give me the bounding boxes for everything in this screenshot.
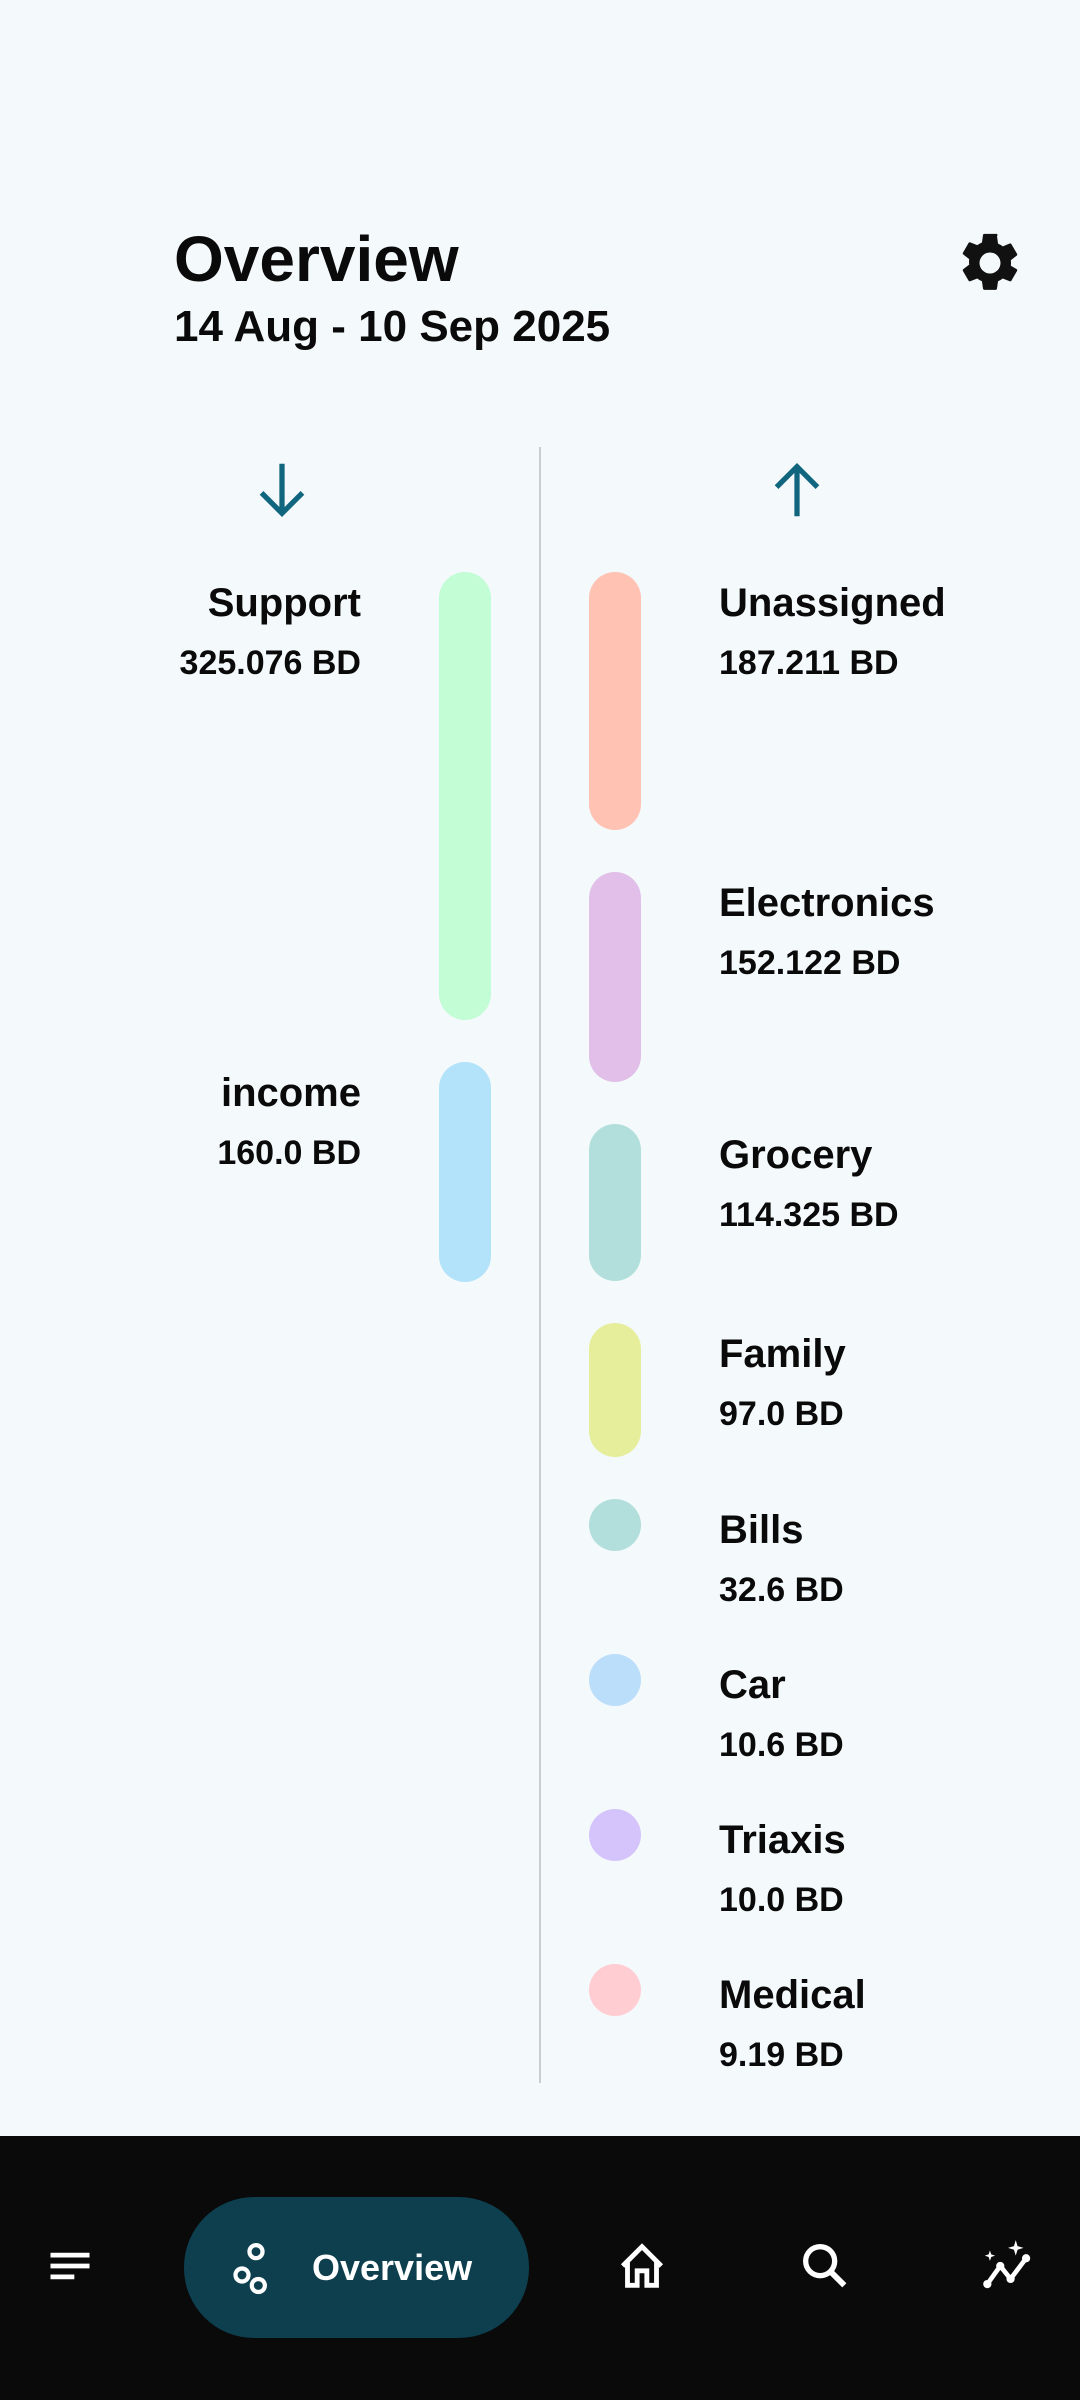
- arrow-down-icon: [259, 463, 305, 518]
- category-bar: [589, 1498, 641, 1551]
- category-bar: [589, 1123, 641, 1282]
- menu-button[interactable]: [35, 2231, 105, 2301]
- category-amount: 325.076 BD: [179, 644, 361, 682]
- date-range[interactable]: 14 Aug - 10 Sep 2025: [174, 302, 611, 351]
- category-name: Medical: [719, 1972, 866, 2017]
- category-name: Electronics: [719, 880, 935, 925]
- category-name: Car: [719, 1662, 786, 1707]
- nav-overview-tab[interactable]: Overview: [184, 2197, 529, 2338]
- category-item[interactable]: Grocery 114.325 BD: [589, 1123, 1080, 1324]
- category-item[interactable]: Triaxis 10.0 BD: [589, 1808, 1080, 1964]
- category-bar: [439, 572, 491, 1020]
- category-bar: [589, 572, 641, 830]
- category-name: Support: [207, 581, 361, 625]
- category-name: Bills: [719, 1507, 804, 1552]
- search-icon: [803, 2244, 847, 2288]
- expense-list: Unassigned 187.211 BD Electronics 152.122 B…: [589, 572, 1080, 2119]
- search-button[interactable]: [790, 2231, 860, 2301]
- category-amount: 32.6 BD: [719, 1570, 844, 1609]
- category-item[interactable]: Bills 32.6 BD: [589, 1498, 1080, 1654]
- arrow-up-icon: [774, 462, 820, 517]
- category-name: income: [220, 1070, 361, 1115]
- column-divider: [539, 447, 541, 2083]
- category-amount: 97.0 BD: [719, 1395, 844, 1434]
- page-title: Overview: [174, 223, 459, 295]
- insights-icon: [983, 2240, 1031, 2289]
- income-list: Support 325.076 BD income 160.0 BD: [0, 572, 491, 1324]
- category-name: Triaxis: [719, 1817, 846, 1862]
- category-amount: 9.19 BD: [719, 2035, 844, 2074]
- category-bar: [589, 871, 641, 1082]
- menu-icon: [50, 2252, 90, 2280]
- category-item[interactable]: Car 10.6 BD: [589, 1653, 1080, 1809]
- category-amount: 187.211 BD: [719, 644, 899, 682]
- category-item[interactable]: Medical 9.19 BD: [589, 1963, 1080, 2119]
- category-bar: [589, 1808, 641, 1861]
- category-bar: [589, 1963, 641, 2016]
- category-item[interactable]: Support 325.076 BD: [0, 572, 491, 1062]
- nav-overview-label: Overview: [312, 2246, 473, 2288]
- category-amount: 152.122 BD: [719, 943, 901, 982]
- category-item[interactable]: income 160.0 BD: [0, 1061, 491, 1324]
- category-item[interactable]: Family 97.0 BD: [589, 1323, 1080, 1499]
- home-button[interactable]: [607, 2231, 677, 2301]
- bottom-nav: Overview: [0, 2136, 1080, 2400]
- category-bar: [589, 1323, 641, 1457]
- category-amount: 10.0 BD: [719, 1880, 844, 1919]
- category-name: Grocery: [719, 1132, 873, 1177]
- category-bar: [589, 1653, 641, 1706]
- category-item[interactable]: Electronics 152.122 BD: [589, 871, 1080, 1124]
- category-amount: 160.0 BD: [217, 1133, 361, 1172]
- category-item[interactable]: Unassigned 187.211 BD: [589, 572, 1080, 872]
- overview-icon: [233, 2242, 267, 2294]
- category-name: Family: [719, 1332, 846, 1377]
- category-amount: 114.325 BD: [719, 1195, 899, 1234]
- gear-icon[interactable]: [955, 228, 1025, 298]
- category-bar: [439, 1061, 491, 1283]
- category-name: Unassigned: [719, 581, 946, 625]
- category-amount: 10.6 BD: [719, 1725, 844, 1764]
- home-icon: [620, 2243, 664, 2288]
- insights-button[interactable]: [973, 2231, 1043, 2301]
